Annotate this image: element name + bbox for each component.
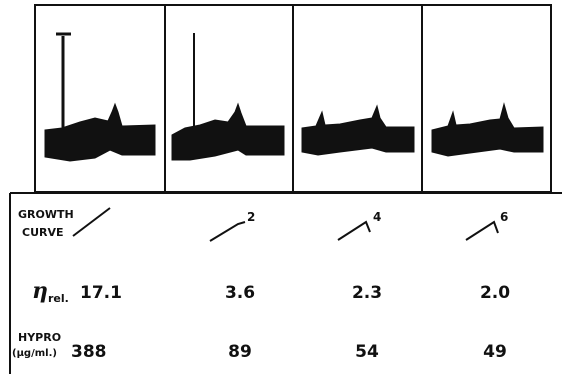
figure: GROWTH CURVE 2 4 6 η rel. 17.1 3.6 2.3 2… — [0, 0, 562, 374]
cell: 89 — [228, 342, 252, 362]
growth-curve-icon — [466, 222, 498, 240]
row-label: GROWTH — [18, 208, 74, 221]
trace — [432, 104, 543, 156]
cell: 49 — [483, 342, 507, 362]
cell: 2.0 — [480, 283, 510, 303]
row-label: η — [32, 278, 48, 304]
superscript: 4 — [373, 210, 381, 224]
row-label: (µg/ml.) — [12, 348, 57, 359]
panel-frame — [165, 5, 293, 192]
panel-frame — [35, 5, 165, 192]
growth-curve-icon — [338, 222, 370, 240]
cell: 2.3 — [352, 283, 382, 303]
superscript: 6 — [500, 210, 508, 224]
trace — [302, 106, 414, 155]
row-label: HYPRO — [18, 331, 61, 344]
data-table: GROWTH CURVE 2 4 6 η rel. 17.1 3.6 2.3 2… — [10, 193, 562, 374]
growth-curve-icon — [210, 222, 245, 241]
growth-curve-icon — [73, 208, 110, 236]
cell: 3.6 — [225, 283, 255, 303]
panel-frame — [422, 5, 551, 192]
cell: 54 — [355, 342, 379, 362]
panel-frame — [293, 5, 422, 192]
cell: 388 — [71, 342, 107, 362]
trace — [172, 104, 284, 160]
trace-panels — [35, 5, 551, 192]
cell: 17.1 — [80, 283, 122, 303]
row-label-subscript: rel. — [48, 292, 69, 305]
row-label: CURVE — [22, 226, 64, 239]
superscript: 2 — [247, 210, 255, 224]
